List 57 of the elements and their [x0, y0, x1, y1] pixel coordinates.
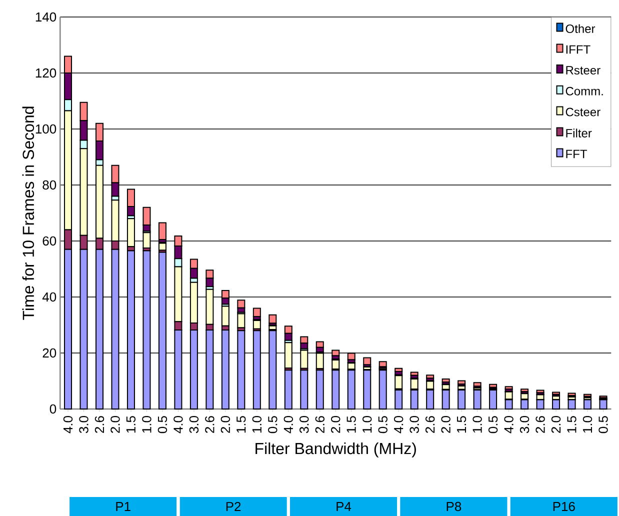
x-tick-label: 1.0 — [362, 416, 372, 433]
x-tick-label: 2.0 — [551, 416, 561, 433]
y-tick-label: 140 — [36, 12, 56, 22]
x-tick-label: 4.0 — [394, 416, 404, 434]
x-tick-label: 2.6 — [205, 416, 214, 433]
x-tick-label: 1.0 — [252, 416, 262, 433]
x-tick-label: 1.0 — [582, 416, 592, 433]
x-tick-label: 1.5 — [346, 416, 356, 433]
x-tick-label: 4.0 — [174, 416, 183, 434]
x-tick-label: 2.6 — [425, 416, 435, 433]
legend-label: Other — [566, 24, 596, 33]
x-tick-label: 0.5 — [598, 416, 608, 434]
x-tick-label: 2.0 — [110, 416, 120, 433]
y-tick-label: 20 — [42, 348, 56, 358]
x-tick-label: 1.5 — [236, 416, 246, 433]
x-tick-label: 2.0 — [220, 416, 230, 433]
x-tick-label: 3.0 — [520, 416, 530, 434]
x-tick-label: 0.5 — [268, 416, 278, 434]
x-tick-label: 3.0 — [300, 416, 309, 434]
y-axis-title: Time for 10 Frames in Second — [22, 106, 34, 320]
x-tick-label: 4.0 — [504, 416, 514, 434]
x-tick-label: 1.5 — [567, 416, 576, 433]
x-tick-label: 3.0 — [410, 416, 419, 434]
y-tick-label: 0 — [50, 404, 56, 414]
x-tick-label: 2.6 — [536, 416, 545, 433]
legend-label: Rsteer — [566, 66, 600, 75]
text: P1 — [116, 502, 130, 511]
x-tick-label: 1.5 — [126, 416, 136, 433]
x-tick-label: 4.0 — [284, 416, 294, 434]
x-tick-label: 0.5 — [158, 416, 168, 434]
legend-label: FFT — [566, 150, 587, 158]
y-tick-label: 120 — [36, 68, 56, 78]
text: P8 — [446, 502, 462, 512]
x-tick-label: 1.5 — [457, 416, 466, 433]
y-tick-label: 60 — [42, 236, 56, 246]
x-tick-label: 1.0 — [472, 416, 482, 433]
text: P16 — [553, 502, 575, 512]
x-tick-label: 3.0 — [189, 416, 199, 434]
x-tick-label: 4.0 — [63, 416, 73, 434]
x-tick-label: 1.0 — [142, 416, 152, 433]
y-tick-label: 80 — [42, 180, 56, 190]
legend-label: Csteer — [566, 108, 600, 116]
legend-label: Filter — [566, 128, 592, 138]
x-axis-title: Filter Bandwidth (MHz) — [256, 442, 416, 458]
y-tick-label: 40 — [42, 292, 56, 302]
x-tick-label: 3.0 — [79, 416, 88, 434]
legend-label: IFFT — [566, 45, 590, 54]
text: P4 — [336, 502, 352, 511]
x-tick-label: 2.6 — [315, 416, 324, 433]
x-tick-label: 2.6 — [94, 416, 104, 433]
x-tick-label: 2.0 — [331, 416, 340, 433]
text: P2 — [226, 502, 241, 512]
x-tick-label: 0.5 — [488, 416, 498, 434]
legend-label: Comm. — [566, 86, 603, 96]
x-tick-label: 0.5 — [378, 416, 388, 434]
x-tick-label: 2.0 — [441, 416, 450, 433]
y-tick-label: 100 — [36, 124, 56, 134]
